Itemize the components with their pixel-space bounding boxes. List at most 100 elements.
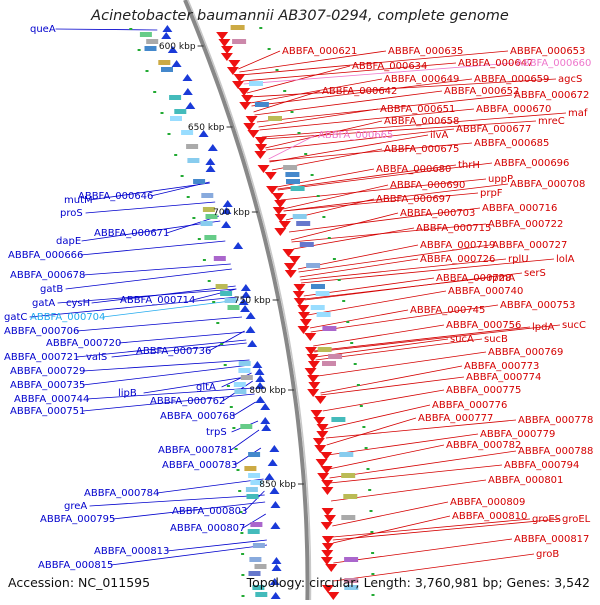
forward-gene-arrow-17 [207,144,218,151]
feature-block-right-27 [292,214,307,219]
left-label-26: ABBFA_000768 [160,411,235,422]
right-connector-58 [328,444,445,470]
forward-gene-arrow-45 [247,340,258,347]
left-label-16: ABBFA_000736 [136,346,211,357]
left-connector-33 [112,501,266,520]
right-label-21: ABBFA_000675 [384,144,459,155]
reverse-gene-arrow-16 [254,137,267,145]
marker-right-12 [290,111,294,113]
left-label-0: queA [30,24,56,35]
left-label-17: ABBFA_000721 [4,352,79,363]
right-label-19: ilvA [430,130,448,141]
feature-block-left-3 [144,46,157,51]
right-connector-64 [332,518,531,538]
right-connector-67 [333,553,535,582]
right-connector-38 [300,258,555,284]
feature-block-right-20 [283,165,298,170]
marker-right-9 [283,90,287,92]
right-connector-37 [300,258,507,281]
right-label-26: ABBFA_000690 [390,180,465,191]
right-label-25: uppP [488,174,513,185]
reverse-gene-arrow-73 [321,536,334,544]
feature-block-right-80 [344,585,359,590]
right-label-42: ABBFA_000740 [448,286,523,297]
forward-gene-arrow-64 [264,473,275,480]
left-connector-23 [86,387,254,400]
feature-block-left-6 [161,67,173,72]
left-connector-15 [118,331,245,344]
left-label-21: lipB [118,388,137,399]
reverse-gene-arrow-39 [293,298,306,306]
feature-block-left-51 [233,382,246,387]
feature-block-right-46 [317,347,332,352]
feature-block-right-48 [322,361,336,366]
reverse-gene-arrow-76 [320,557,333,565]
right-label-46: lpdA [532,322,554,333]
right-label-39: serS [524,268,546,279]
feature-block-right-56 [331,417,346,422]
marker-left-66 [238,490,242,492]
right-connector-16 [262,120,537,140]
forward-gene-arrow-19 [205,158,216,165]
feature-block-right-37 [311,284,325,289]
right-connector-9 [253,90,321,113]
reverse-gene-arrow-62 [315,459,328,467]
right-label-38: lolA [556,254,575,265]
left-connector-16 [208,330,245,352]
forward-gene-arrow-54 [260,403,271,410]
marker-right-21 [310,174,314,176]
right-label-1: ABBFA_000635 [388,46,463,57]
forward-gene-arrow-68 [270,501,281,508]
feature-block-left-33 [213,256,226,261]
left-label-36: ABBFA_000815 [38,560,113,571]
reverse-gene-arrow-81 [327,592,340,600]
right-connector-55 [326,417,417,446]
right-connector-15 [265,120,383,149]
left-connector-32 [244,490,265,512]
marker-right-69 [369,510,373,512]
right-label-44: ABBFA_000745 [410,305,485,316]
right-label-49: sucB [484,334,508,345]
left-label-24: ABBFA_000762 [150,396,225,407]
reverse-gene-arrow-56 [313,417,326,425]
marker-right-36 [337,279,341,281]
feature-block-left-40 [227,305,240,310]
left-connector-26 [232,401,256,417]
reverse-gene-arrow-25 [274,200,287,208]
right-label-3: ABBFA_000634 [352,61,427,72]
marker-right-0 [259,27,263,29]
feature-block-left-65 [250,480,263,485]
right-connector-6 [250,78,383,104]
reverse-gene-arrow-32 [282,249,295,257]
right-connector-28 [283,192,479,212]
left-connector-6 [80,240,226,256]
marker-left-69 [239,511,243,513]
reverse-gene-arrow-60 [314,445,327,453]
marker-right-60 [364,447,368,449]
marker-left-60 [234,448,238,450]
reverse-gene-arrow-9 [238,88,251,96]
marker-right-81 [371,594,375,596]
right-connector-56 [325,419,517,439]
forward-gene-arrow-5 [171,60,182,67]
marker-right-45 [350,342,354,344]
marker-left-9 [153,91,157,93]
marker-right-18 [304,153,308,155]
left-connector-4 [81,220,221,242]
reverse-gene-arrow-13 [245,116,258,124]
reverse-gene-arrow-48 [307,361,320,369]
reverse-gene-arrow-1 [216,32,229,40]
reverse-gene-arrow-33 [288,256,301,264]
reverse-gene-arrow-6 [226,67,239,75]
feature-block-left-63 [244,466,257,471]
reverse-gene-arrow-38 [292,291,305,299]
left-connector-13 [102,299,239,318]
right-label-32: ABBFA_000722 [488,219,563,230]
marker-left-0 [129,28,133,30]
marker-left-51 [226,385,230,387]
forward-gene-arrow-53 [255,396,266,403]
right-label-11: ABBFA_000672 [514,90,589,101]
tick-label-5: 850 kbp [259,480,296,490]
marker-left-57 [232,427,236,429]
left-label-32: ABBFA_000803 [172,506,247,517]
